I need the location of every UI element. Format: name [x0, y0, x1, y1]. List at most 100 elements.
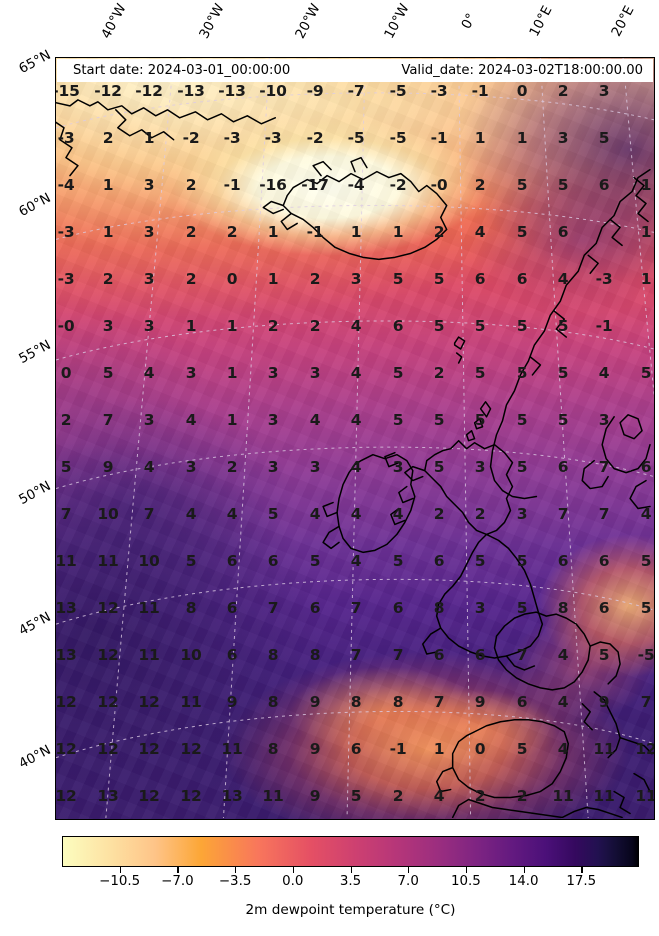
colorbar-gradient[interactable] — [62, 836, 639, 867]
grid-value-label: 8 — [267, 740, 279, 758]
grid-value-label: 6 — [226, 552, 238, 570]
grid-value-label: 7 — [598, 458, 610, 476]
grid-value-label: 12 — [55, 693, 77, 711]
grid-value-label: 9 — [102, 458, 114, 476]
grid-value-label: -3 — [430, 82, 448, 100]
grid-value-label: 1 — [392, 223, 404, 241]
grid-value-label: 6 — [598, 552, 610, 570]
colorbar-tick-mark — [523, 867, 525, 873]
grid-value-label: 12 — [180, 787, 202, 805]
grid-value-label: 4 — [598, 364, 610, 382]
grid-value-label: 3 — [474, 599, 486, 617]
grid-value-label: -5 — [347, 129, 365, 147]
grid-value-label: -7 — [347, 82, 365, 100]
grid-value-label: 2 — [474, 176, 486, 194]
grid-value-label: 5 — [516, 599, 528, 617]
grid-value-label: 8 — [557, 599, 569, 617]
grid-value-label: 7 — [267, 599, 279, 617]
grid-value-label: 7 — [433, 693, 445, 711]
grid-value-label: 11 — [552, 787, 574, 805]
grid-value-label: 4 — [350, 458, 362, 476]
grid-value-label: 5 — [392, 552, 404, 570]
grid-value-label: 1 — [640, 270, 652, 288]
grid-value-label: -1 — [306, 223, 324, 241]
grid-value-label: 5 — [267, 505, 279, 523]
grid-value-label: 3 — [557, 129, 569, 147]
grid-value-label: 7 — [598, 505, 610, 523]
grid-value-label: 2 — [185, 270, 197, 288]
longitude-tick-label: 10°W — [382, 1, 413, 42]
grid-value-label: 3 — [267, 411, 279, 429]
grid-value-label: 2 — [309, 270, 321, 288]
grid-value-label: 5 — [60, 458, 72, 476]
grid-value-label: 6 — [557, 223, 569, 241]
grid-value-label: 5 — [557, 364, 569, 382]
grid-value-label: 9 — [598, 693, 610, 711]
grid-value-label: 2 — [102, 129, 114, 147]
colorbar-ticks: −10.5 −7.0 −3.5 0.0 3.5 7.0 10.5 14.0 17.5 — [62, 867, 639, 889]
grid-value-label: -13 — [218, 82, 246, 100]
grid-value-label: -1 — [595, 317, 613, 335]
grid-value-label: 11 — [593, 787, 615, 805]
grid-value-label: 5 — [516, 458, 528, 476]
grid-value-label: 5 — [474, 552, 486, 570]
grid-value-label: 4 — [392, 505, 404, 523]
grid-value-label: 11 — [138, 646, 160, 664]
grid-value-label: 6 — [350, 740, 362, 758]
grid-value-label: 2 — [309, 317, 321, 335]
grid-value-label: 1 — [143, 129, 155, 147]
grid-value-label: -5 — [389, 82, 407, 100]
grid-value-label: 1 — [226, 364, 238, 382]
grid-value-label: 3 — [474, 458, 486, 476]
grid-value-label: 5 — [598, 646, 610, 664]
colorbar-container: −10.5 −7.0 −3.5 0.0 3.5 7.0 10.5 14.0 17.5 2m de… — [62, 836, 639, 918]
grid-value-label: 4 — [185, 411, 197, 429]
grid-value-label: 6 — [516, 693, 528, 711]
grid-value-label: -4 — [347, 176, 365, 194]
grid-value-label: 5 — [640, 599, 652, 617]
grid-value-label: 12 — [138, 740, 160, 758]
latitude-tick-label: 45°N — [16, 609, 54, 639]
grid-value-label: 2 — [226, 458, 238, 476]
colorbar-tick-label: 3.5 — [339, 874, 362, 889]
grid-value-label: 1 — [640, 223, 652, 241]
grid-value-label: 6 — [640, 458, 652, 476]
grid-value-label: 5 — [433, 270, 445, 288]
grid-value-label: 4 — [474, 223, 486, 241]
start-date-title: Start date: 2024-03-01_00:00:00 — [57, 59, 291, 82]
grid-value-label: 2 — [60, 411, 72, 429]
grid-value-label: 10 — [97, 505, 119, 523]
grid-value-label: 13 — [221, 787, 243, 805]
longitude-tick-label: 20°W — [293, 1, 324, 42]
grid-value-label: 4 — [350, 552, 362, 570]
grid-value-label: 13 — [55, 599, 77, 617]
grid-value-label: 4 — [557, 646, 569, 664]
grid-value-label: 5 — [516, 176, 528, 194]
grid-value-label: -2 — [306, 129, 324, 147]
grid-value-label: 0 — [226, 270, 238, 288]
grid-value-label: 4 — [350, 505, 362, 523]
grid-value-label: -1 — [430, 129, 448, 147]
grid-value-label: 12 — [55, 787, 77, 805]
grid-value-label: -5 — [389, 129, 407, 147]
grid-value-label: 12 — [180, 740, 202, 758]
grid-value-label: 3 — [309, 364, 321, 382]
grid-value-label: -12 — [94, 82, 122, 100]
grid-value-label: 7 — [350, 646, 362, 664]
grid-value-label: -1 — [223, 176, 241, 194]
grid-value-label: 5 — [474, 411, 486, 429]
grid-value-label: 3 — [392, 458, 404, 476]
grid-value-label: 7 — [640, 693, 652, 711]
grid-value-label: 2 — [433, 223, 445, 241]
grid-value-label: 11 — [262, 787, 284, 805]
grid-value-label: 0 — [516, 82, 528, 100]
grid-value-label: 2 — [226, 223, 238, 241]
grid-value-label: -3 — [57, 129, 75, 147]
grid-value-label: 3 — [598, 82, 610, 100]
colorbar-tick-label: 10.5 — [450, 874, 481, 889]
grid-value-label: 5 — [640, 364, 652, 382]
grid-value-label: -3 — [57, 223, 75, 241]
grid-value-label: 2 — [267, 317, 279, 335]
map-plot-area[interactable]: Start date: 2024-03-01_00:00:00 Valid_da… — [55, 57, 655, 820]
